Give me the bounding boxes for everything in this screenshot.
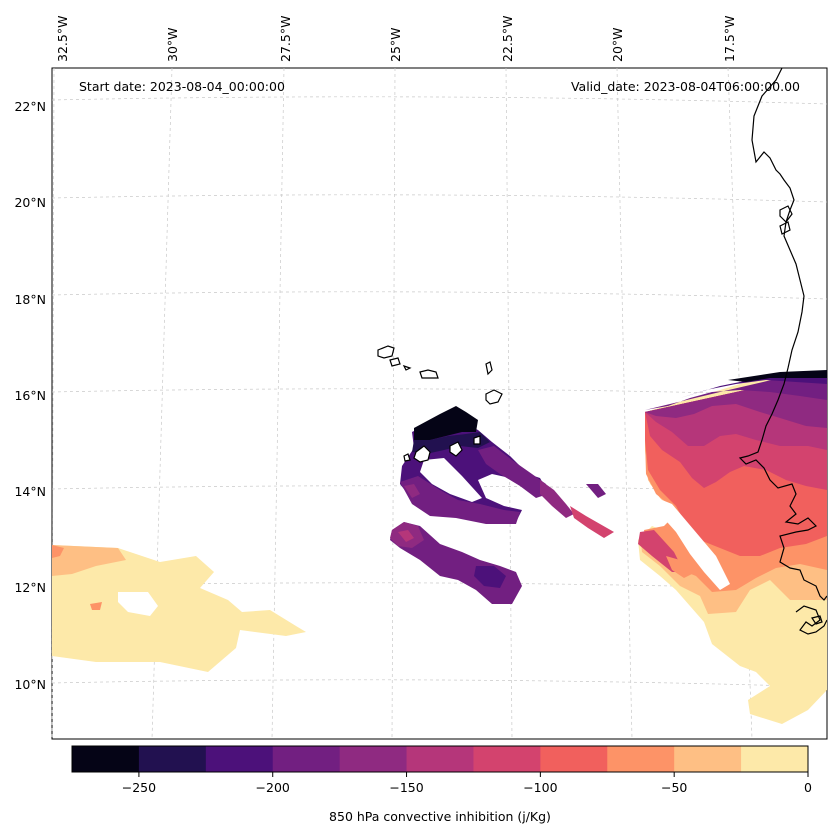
island-maio	[449, 441, 463, 457]
colorbar-outline	[71, 745, 809, 773]
contour-fill	[52, 545, 306, 672]
africa-coastline	[738, 67, 828, 601]
lon-label: 27.5°W	[278, 16, 293, 62]
lat-label: 20°N	[14, 195, 46, 210]
island-santiago	[413, 445, 431, 463]
colorbar-label: 850 hPa convective inhibition (j/Kg)	[329, 809, 551, 824]
colorbar-swatches	[72, 746, 809, 772]
colorbar-swatch	[741, 746, 809, 772]
colorbar-swatch	[607, 746, 675, 772]
contour-fill	[540, 480, 574, 518]
contour-fill	[420, 458, 482, 502]
coastlines	[377, 67, 828, 635]
lon-label: 30°W	[165, 27, 180, 62]
contour-fill	[666, 556, 692, 578]
lat-label: 22°N	[14, 99, 46, 114]
colorbar-swatch	[205, 746, 274, 772]
lat-label: 14°N	[14, 484, 46, 499]
colorbar-tick-label: −50	[661, 780, 687, 795]
contour-fill	[404, 484, 420, 498]
coast-detail	[811, 615, 823, 625]
contour-fill	[570, 506, 614, 538]
island-santo-antao	[377, 345, 395, 359]
colorbar-swatch	[406, 746, 474, 772]
colorbar-ticks: −250 −200 −150 −100 −50 0	[122, 772, 812, 795]
colorbar-swatch	[339, 746, 408, 772]
colorbar-tick-label: −150	[389, 780, 423, 795]
contour-fill	[474, 566, 506, 588]
lat-label: 12°N	[14, 580, 46, 595]
contour-fill	[478, 446, 548, 498]
lat-label: 16°N	[14, 388, 46, 403]
lon-label: 25°W	[388, 27, 403, 62]
contour-fill	[52, 545, 64, 558]
lat-label: 10°N	[14, 677, 46, 692]
contour-fill	[652, 496, 730, 590]
colorbar-swatch	[473, 746, 541, 772]
contour-fill	[90, 602, 102, 610]
colorbar-tick-label: 0	[804, 780, 812, 795]
colorbar-swatch	[540, 746, 608, 772]
contour-fill	[412, 432, 490, 454]
island-sao-nicolau	[419, 369, 439, 379]
island-sao-vicente	[389, 357, 401, 367]
colorbar-swatch	[674, 746, 742, 772]
island-boa-vista	[485, 389, 503, 405]
colorbar-swatch	[138, 746, 207, 772]
valid-date-text: Valid_date: 2023-08-04T06:00:00.00	[571, 79, 800, 94]
lon-label: 32.5°W	[55, 16, 70, 62]
contour-fill	[586, 484, 606, 498]
colorbar-swatch	[72, 746, 140, 772]
start-date-text: Start date: 2023-08-04_00:00:00	[79, 79, 285, 94]
island-brava	[473, 435, 481, 445]
island-santa-luzia	[402, 364, 412, 371]
island-fogo	[403, 453, 411, 462]
contour-fill	[728, 370, 827, 382]
lon-label: 17.5°W	[722, 16, 737, 62]
canary-coastline	[779, 205, 793, 223]
colorbar-swatch	[272, 746, 341, 772]
colorbar-tick-label: −250	[122, 780, 156, 795]
contour-fill	[52, 545, 126, 576]
contour-fill	[398, 530, 414, 542]
contour-fill	[400, 476, 520, 524]
contour-fill	[414, 406, 478, 442]
lon-label: 22.5°W	[500, 16, 515, 62]
lon-label: 20°W	[610, 27, 625, 62]
island-sal	[485, 361, 493, 376]
colorbar: −250 −200 −150 −100 −50 0 850 hPa convective …	[71, 745, 812, 824]
longitude-labels: 32.5°W 30°W 27.5°W 25°W 22.5°W 20°W 17.5…	[55, 16, 737, 62]
colorbar-tick-label: −200	[256, 780, 290, 795]
contour-fill	[118, 592, 158, 616]
colorbar-tick-label: −100	[523, 780, 557, 795]
cin-contours	[52, 370, 827, 724]
contour-fill	[645, 372, 827, 410]
lat-label: 18°N	[14, 292, 46, 307]
coast-detail	[779, 221, 791, 235]
coast-detail	[795, 605, 828, 635]
latitude-labels: 22°N 20°N 18°N 16°N 14°N 12°N 10°N	[14, 99, 46, 692]
